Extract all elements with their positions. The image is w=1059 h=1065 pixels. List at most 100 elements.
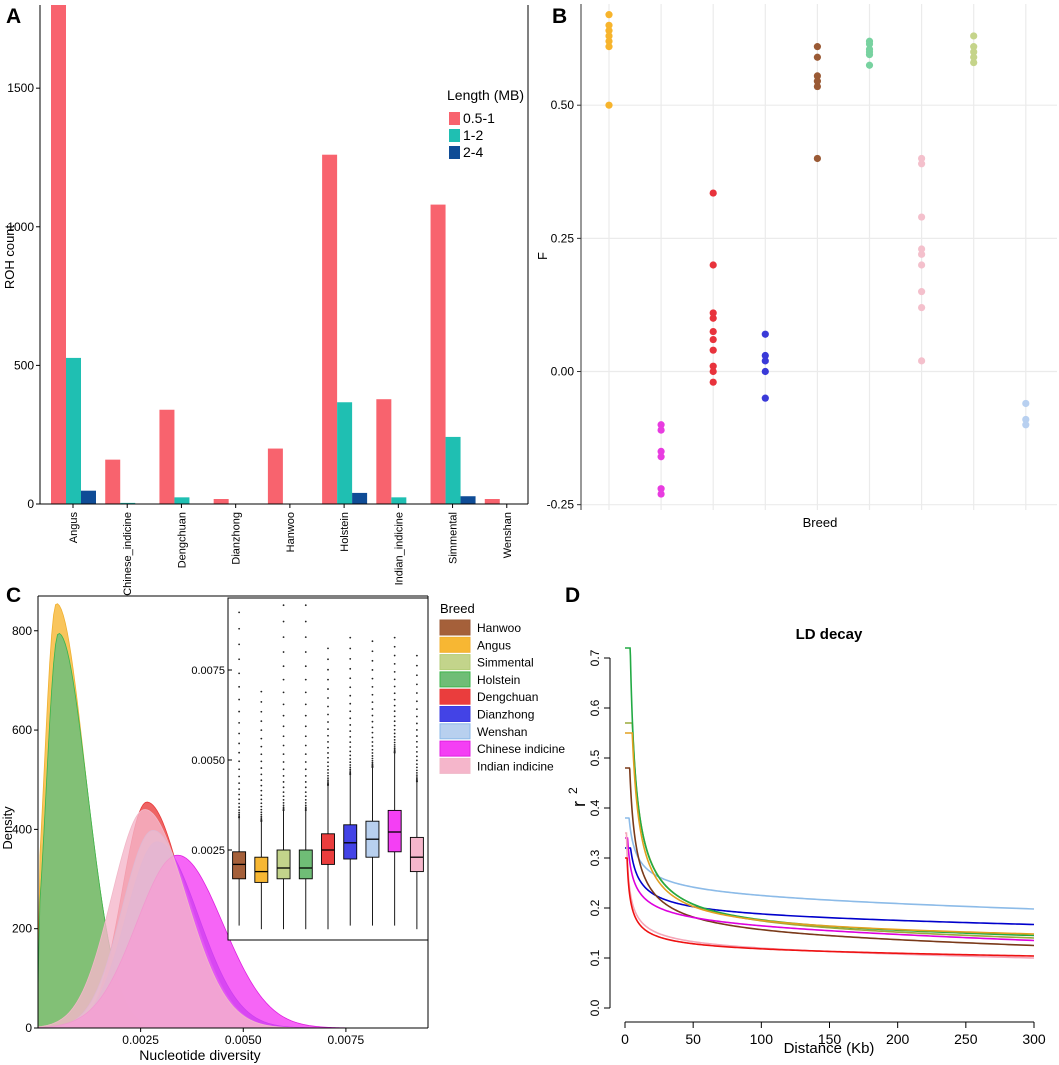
point-group-8 [970,43,978,51]
point-group-9 [1022,421,1030,429]
bar-0.5-1-Chinese_indicine [105,459,121,504]
box-outlier-Simmental [282,781,285,783]
point-group-3 [709,346,717,354]
box-outlier-Wenshan [371,701,374,703]
panel-d-ytick-label: 0.2 [588,899,602,916]
bar-1-2-Angus [66,357,81,504]
box-outlier-Dengchuan [327,782,329,785]
box-outlier-Hanwoo [238,802,241,805]
bar-0.5-1-Wenshan [484,499,500,504]
bar-0.5-1-Angus [51,5,66,504]
box-outlier-Dianzhong [349,658,352,660]
box-outlier-Hanwoo [238,643,241,646]
panel-c-nucleotide-diversity: C Density Nucleotide diversity Breed 0 20… [0,584,565,1063]
panel-d-ylabel: r 2 [566,787,589,807]
box-Simmental [276,849,291,880]
box-outlier-Dianzhong [349,667,352,670]
box-outlier-Simmental [282,806,285,809]
point-group-2 [657,421,665,429]
box-outlier-Dengchuan [327,658,329,661]
panel-b-ytick-label: 0.25 [551,231,575,245]
panel-d-ytick-label: 0.5 [588,749,602,766]
panel-b-ytick-label: -0.25 [547,498,575,512]
box-outlier-Chinese indicine [393,685,396,688]
box-outlier-Simmental [282,703,285,706]
box-outlier-Holstein [304,775,307,777]
box-outlier-Holstein [304,801,307,804]
box-outlier-Dianzhong [349,761,352,764]
point-group-4 [761,367,769,376]
point-group-6 [865,51,874,59]
box-outlier-Hanwoo [238,685,241,688]
box-outlier-Wenshan [371,757,374,760]
bar-2-4-Angus [81,490,96,504]
point-group-6 [865,61,874,69]
panel-d-xlabel: Distance (Kb) [784,1040,875,1057]
point-group-5 [813,82,822,91]
point-group-7 [918,250,926,258]
box-outlier-Indian indicine [415,722,418,725]
box-outlier-Wenshan [371,736,374,739]
legend-swatch-Holstein [439,671,471,688]
box-outlier-Holstein [304,807,307,810]
box-Dianzhong [343,824,358,860]
box-outlier-Dianzhong [349,717,352,720]
box-outlier-Angus [260,805,263,808]
box-outlier-Indian indicine [415,729,418,731]
box-outlier-Holstein [304,744,307,747]
panel-d-xtick-label: 250 [954,1031,978,1047]
point-group-1 [605,32,613,40]
ld-curve-Hanwoo [625,767,1035,947]
box-Holstein [298,849,313,880]
box-outlier-Wenshan [371,748,374,751]
box-outlier-Dengchuan [327,668,329,671]
box-outlier-Angus [260,773,263,776]
box-outlier-Dengchuan [327,741,329,743]
box-outlier-Simmental [282,620,285,623]
box-outlier-Wenshan [371,714,374,717]
point-group-3 [709,335,717,344]
ld-curve-Holstein [625,647,1035,937]
box-outlier-Indian indicine [415,692,418,694]
box-outlier-Dengchuan [327,752,329,754]
box-outlier-Holstein [304,620,307,623]
panel-b-ytick-label: 0.50 [551,98,575,112]
legend-swatch-Indian indicine [439,757,471,774]
point-group-7 [918,261,926,269]
box-outlier-Indian indicine [415,674,418,677]
box-outlier-Indian indicine [415,700,418,703]
box-outlier-Indian indicine [415,766,418,769]
box-outlier-Dengchuan [327,779,329,782]
point-group-1 [605,27,613,35]
legend-label-2-4: 2-4 [463,144,483,160]
box-outlier-Dengchuan [327,705,329,708]
box-outlier-Hanwoo [238,742,241,745]
bar-0.5-1-Dianzhong [213,499,229,504]
box-outlier-Chinese indicine [393,678,396,681]
box-outlier-Wenshan [371,693,374,696]
box-outlier-Wenshan [371,640,374,643]
box-outlier-Simmental [282,678,285,681]
ld-curve-Dengchuan [625,857,1035,957]
box-outlier-Holstein [304,795,307,798]
point-group-3 [709,314,717,322]
point-group-1 [605,43,613,51]
point-group-5 [813,72,822,80]
box-outlier-Dengchuan [327,761,329,764]
panel-c-ytick-label: 800 [12,624,32,638]
point-group-2 [657,485,665,493]
box-outlier-Indian indicine [415,776,418,778]
box-outlier-Holstein [304,761,307,763]
point-group-7 [918,213,926,221]
panel-c-ytick-label: 0 [25,1021,32,1035]
box-outlier-Chinese indicine [393,704,396,707]
panel-d-ytick-label: 0.6 [588,699,602,716]
box-outlier-Dianzhong [349,724,352,726]
box-outlier-Angus [260,767,263,769]
box-outlier-Holstein [304,781,307,783]
box-outlier-Wenshan [371,686,374,688]
box-outlier-Indian indicine [415,664,418,667]
box-outlier-Angus [260,802,263,805]
box-outlier-Holstein [304,725,307,728]
box-outlier-Hanwoo [238,793,241,796]
